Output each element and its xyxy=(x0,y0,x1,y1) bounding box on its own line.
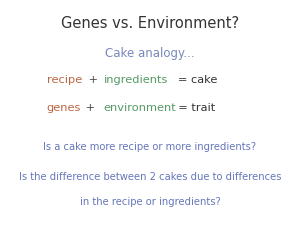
Text: in the recipe or ingredients?: in the recipe or ingredients? xyxy=(80,197,220,207)
Text: ingredients: ingredients xyxy=(103,75,168,85)
Text: = trait: = trait xyxy=(171,104,215,113)
Text: +: + xyxy=(85,75,102,85)
Text: environment: environment xyxy=(103,104,176,113)
Text: Genes vs. Environment?: Genes vs. Environment? xyxy=(61,16,239,31)
Text: = cake: = cake xyxy=(167,75,217,85)
Text: Cake analogy...: Cake analogy... xyxy=(105,47,195,60)
Text: recipe: recipe xyxy=(46,75,82,85)
Text: Is a cake more recipe or more ingredients?: Is a cake more recipe or more ingredient… xyxy=(44,142,256,152)
Text: Is the difference between 2 cakes due to differences: Is the difference between 2 cakes due to… xyxy=(19,172,281,182)
Text: genes: genes xyxy=(46,104,81,113)
Text: +: + xyxy=(82,104,99,113)
